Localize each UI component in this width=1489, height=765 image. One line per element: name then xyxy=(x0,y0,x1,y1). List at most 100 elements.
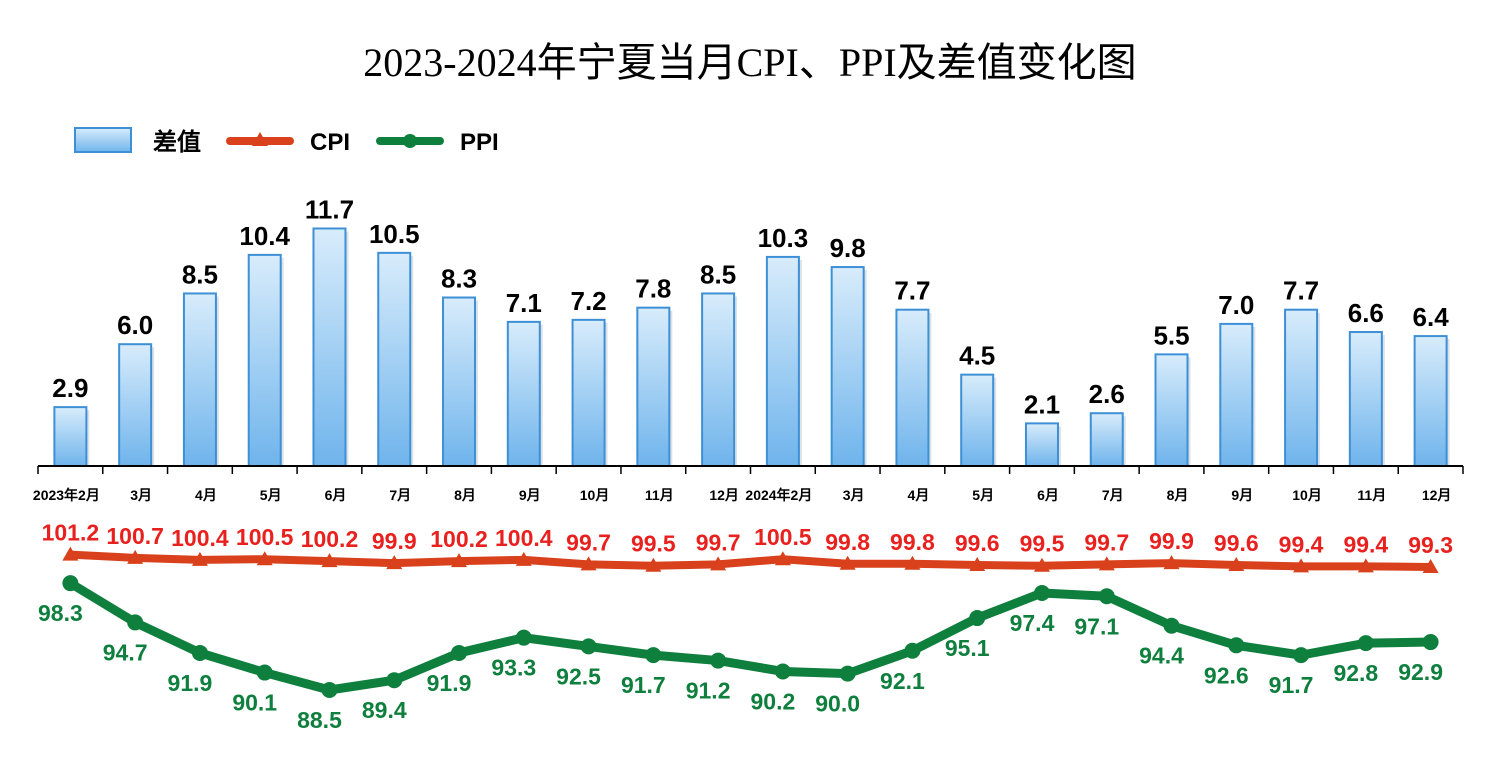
ppi-marker xyxy=(62,575,79,592)
bar xyxy=(1348,331,1383,467)
x-tick-label: 11月 xyxy=(1357,487,1386,503)
cpi-marker xyxy=(969,557,986,572)
cpi-marker xyxy=(1357,558,1374,573)
cpi-marker xyxy=(127,549,144,564)
ppi-marker xyxy=(1293,647,1310,664)
x-axis xyxy=(37,465,1464,474)
ppi-marker xyxy=(969,610,986,627)
bar-value-label: 7.0 xyxy=(1218,290,1254,320)
x-tick-label: 8月 xyxy=(1167,487,1189,503)
cpi-value-label: 100.4 xyxy=(171,525,229,551)
cpi-marker xyxy=(1033,557,1050,572)
x-tick-label: 6月 xyxy=(1037,487,1059,503)
cpi-marker xyxy=(580,556,597,571)
legend: 差值 CPI PPI xyxy=(74,127,499,156)
cpi-marker xyxy=(1422,559,1439,573)
legend-diff-label: 差值 xyxy=(153,128,201,156)
bar-value-label: 8.5 xyxy=(182,259,218,289)
cpi-marker xyxy=(256,551,273,566)
x-tick-label: 3月 xyxy=(130,487,152,503)
cpi-value-label: 99.7 xyxy=(696,529,741,555)
bar-value-label: 6.6 xyxy=(1348,298,1384,328)
bar-value-label: 2.9 xyxy=(52,373,88,403)
cpi-value-label: 99.8 xyxy=(890,529,935,555)
x-tick-label: 4月 xyxy=(908,487,930,503)
ppi-value-label: 91.9 xyxy=(168,670,213,696)
ppi-marker xyxy=(1357,635,1374,652)
bar-value-label: 7.2 xyxy=(570,286,606,316)
ppi-value-label: 91.7 xyxy=(1269,672,1314,698)
x-tick-label: 2024年2月 xyxy=(745,487,812,503)
cpi-value-label: 99.8 xyxy=(825,529,870,555)
cpi-marker xyxy=(774,551,791,566)
ppi-marker xyxy=(774,663,791,680)
ppi-marker xyxy=(1098,588,1115,605)
bar xyxy=(960,373,995,467)
cpi-value-label: 99.4 xyxy=(1343,531,1388,557)
bar xyxy=(830,266,865,467)
x-tick-label: 4月 xyxy=(195,487,217,503)
cpi-marker xyxy=(1098,556,1115,571)
ppi-marker xyxy=(127,614,144,631)
ppi-value-label: 97.4 xyxy=(1010,610,1055,636)
bar xyxy=(701,292,736,468)
bar xyxy=(636,306,671,467)
ppi-marker xyxy=(1163,617,1180,634)
bar-value-label: 2.1 xyxy=(1024,389,1060,419)
bar-value-label: 2.6 xyxy=(1089,379,1125,409)
legend-ppi-marker xyxy=(403,134,417,148)
ppi-value-label: 88.5 xyxy=(297,707,342,733)
cpi-value-label: 99.4 xyxy=(1279,531,1324,557)
ppi-value-label: 92.9 xyxy=(1398,659,1443,685)
ppi-marker xyxy=(321,682,338,698)
ppi-value-label: 93.3 xyxy=(491,655,536,681)
ppi-value-label: 91.7 xyxy=(621,672,666,698)
cpi-line xyxy=(66,550,1435,571)
cpi-marker xyxy=(386,555,403,570)
bar xyxy=(1284,308,1319,467)
x-tick-label: 10月 xyxy=(580,487,610,503)
bar xyxy=(182,292,217,468)
bar-value-label: 7.8 xyxy=(635,274,671,304)
bar xyxy=(895,308,930,467)
ppi-value-label: 92.5 xyxy=(556,663,601,689)
cpi-marker xyxy=(710,556,727,571)
bar-value-label: 4.5 xyxy=(959,341,995,371)
ppi-marker xyxy=(1228,637,1245,654)
ppi-value-label: 98.3 xyxy=(38,600,83,626)
x-tick-label: 7月 xyxy=(389,487,411,503)
ppi-marker xyxy=(580,638,597,655)
legend-cpi-marker xyxy=(252,132,268,146)
cpi-value-label: 99.6 xyxy=(1214,530,1259,556)
bar-value-label: 10.4 xyxy=(239,221,290,251)
cpi-marker xyxy=(904,555,921,570)
legend-bar-swatch xyxy=(74,127,132,153)
bar-value-label: 6.4 xyxy=(1413,302,1450,332)
bar xyxy=(247,253,282,467)
ppi-marker xyxy=(515,629,532,646)
cpi-marker xyxy=(645,557,662,572)
cpi-marker xyxy=(191,551,208,566)
cpi-value-label: 99.6 xyxy=(955,530,1000,556)
bar xyxy=(1154,353,1189,468)
bar xyxy=(1219,322,1254,467)
cpi-marker xyxy=(1293,558,1310,573)
bar xyxy=(377,251,412,467)
x-tick-label: 5月 xyxy=(972,487,994,503)
ppi-value-label: 90.2 xyxy=(751,688,796,714)
bar xyxy=(1413,335,1448,467)
ppi-marker xyxy=(710,652,727,669)
ppi-line xyxy=(65,578,1436,695)
cpi-marker xyxy=(1228,557,1245,572)
cpi-marker xyxy=(451,553,468,568)
x-tick-label: 12月 xyxy=(709,487,739,503)
cpi-value-label: 100.5 xyxy=(754,524,812,550)
ppi-value-label: 90.0 xyxy=(815,691,860,717)
bar-value-label: 9.8 xyxy=(830,233,866,263)
ppi-value-label: 94.7 xyxy=(103,639,148,665)
cpi-value-label: 99.5 xyxy=(631,531,676,557)
cpi-marker xyxy=(321,553,338,568)
bar xyxy=(571,318,606,467)
cpi-value-label: 100.2 xyxy=(301,526,359,552)
